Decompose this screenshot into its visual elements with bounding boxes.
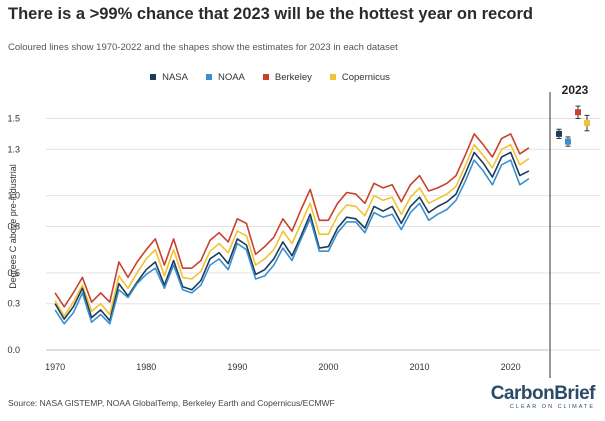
series-line-noaa <box>54 159 530 325</box>
series-line-copernicus <box>54 143 530 317</box>
y-tick-label: 0.0 <box>7 345 20 355</box>
estimate-marker-berkeley <box>575 109 581 116</box>
legend-swatch-nasa <box>150 74 157 80</box>
logo-wordmark: CarbonBrief <box>490 383 596 404</box>
x-tick-label: 2000 <box>318 362 338 372</box>
x-tick-label: 2010 <box>410 362 430 372</box>
legend-item-noaa: NOAA <box>205 70 245 84</box>
y-tick-label: 1.0 <box>7 191 20 201</box>
y-tick-label: 0.3 <box>7 299 20 309</box>
estimate-year-label: 2023 <box>562 83 589 97</box>
y-tick-label: 0.5 <box>7 268 20 278</box>
legend-swatch-berkeley <box>262 74 269 80</box>
legend-label-noaa: NOAA <box>217 71 245 83</box>
estimate-marker-copernicus <box>584 120 590 127</box>
x-tick-label: 1990 <box>227 362 247 372</box>
x-tick-label: 1970 <box>45 362 65 372</box>
legend-item-nasa: NASA <box>150 70 188 84</box>
x-tick-label: 2020 <box>501 362 521 372</box>
y-tick-label: 1.3 <box>7 144 20 154</box>
estimate-marker-noaa <box>565 138 571 145</box>
carbonbrief-logo: CarbonBrief CLEAR ON CLIMATE <box>490 383 596 411</box>
legend-label-nasa: NASA <box>162 71 188 83</box>
logo-tagline: CLEAR ON CLIMATE <box>509 404 595 410</box>
legend-label-berkeley: Berkeley <box>274 71 312 83</box>
legend-item-copernicus: Copernicus <box>329 70 390 84</box>
chart-title: There is a >99% chance that 2023 will be… <box>8 5 533 23</box>
y-tick-label: 0.8 <box>7 222 20 232</box>
series-line-berkeley <box>54 133 530 308</box>
x-tick-label: 1980 <box>136 362 156 372</box>
legend: NASA NOAA Berkeley Copernicus <box>0 70 540 84</box>
estimate-marker-nasa <box>556 130 562 137</box>
legend-swatch-noaa <box>205 74 212 80</box>
series-line-nasa <box>54 151 530 322</box>
y-axis-label: Degrees C above pre-industrial <box>8 164 18 289</box>
chart-subtitle: Coloured lines show 1970-2022 and the sh… <box>8 42 398 53</box>
legend-item-berkeley: Berkeley <box>262 70 312 84</box>
legend-label-copernicus: Copernicus <box>341 71 390 83</box>
legend-swatch-copernicus <box>329 74 336 80</box>
source-note: Source: NASA GISTEMP, NOAA GlobalTemp, B… <box>8 398 335 408</box>
y-tick-label: 1.5 <box>7 113 20 123</box>
